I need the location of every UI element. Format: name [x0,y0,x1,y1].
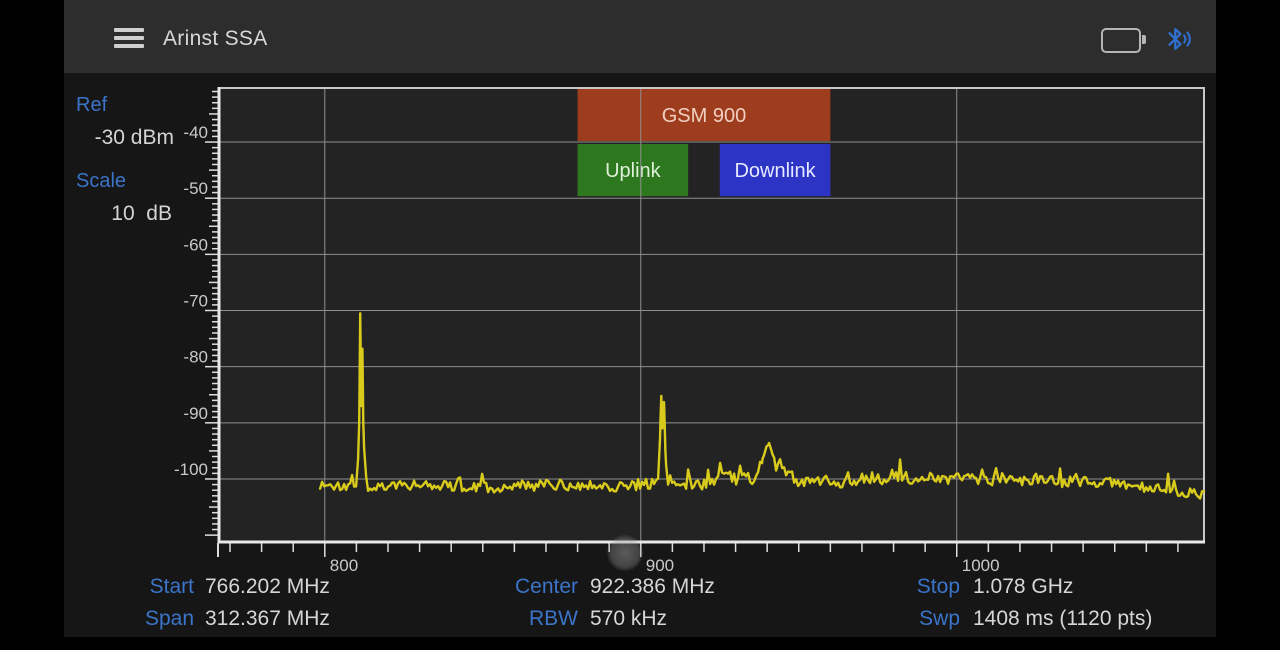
menu-bar [114,44,144,48]
battery-nub [1142,34,1146,44]
top-app-bar: Arinst SSA [64,0,1216,73]
spectrum-trace [318,312,1206,500]
y-tick-label: -100 [174,460,208,479]
y-tick-label: -90 [183,404,208,423]
center-label[interactable]: Center [514,575,578,598]
span-value[interactable]: 312.367 MHz [205,607,330,630]
app-title: Arinst SSA [163,27,268,50]
x-tick-label: 1000 [962,556,1000,575]
stop-label[interactable]: Stop [916,575,960,598]
y-tick-label: -80 [183,348,208,367]
ref-label[interactable]: Ref [76,94,108,116]
app-window: Arinst SSA Ref -30 dBm Scale 10 dB GSM 9… [64,0,1216,637]
span-label[interactable]: Span [144,607,194,630]
touch-ripple [607,535,643,571]
start-value[interactable]: 766.202 MHz [205,575,330,598]
y-tick-label: -70 [183,292,208,311]
x-tick-label: 800 [330,556,358,575]
center-value[interactable]: 922.386 MHz [590,575,715,598]
spectrum-plot[interactable]: GSM 900 Uplink Downlink -40 -50 -60 -70 -80 -90 -… [174,87,1206,575]
x-tick-label: 900 [646,556,674,575]
y-tick-label: -40 [183,123,208,142]
y-tick-label: -50 [183,179,208,198]
band-gsm900 [577,89,831,142]
band-downlink [719,144,831,197]
ref-value[interactable]: -30 dBm [94,126,174,149]
band-uplink [577,144,689,197]
start-label[interactable]: Start [149,575,194,598]
bluetooth-icon[interactable] [1162,24,1192,54]
scale-value[interactable]: 10 dB [111,202,172,225]
band-label-gsm900: GSM 900 [662,105,746,127]
hamburger-menu-icon[interactable] [110,22,148,52]
y-tick-label: -60 [183,235,208,254]
rbw-value[interactable]: 570 kHz [590,607,668,630]
battery-icon [1101,28,1146,53]
menu-bar [114,36,144,40]
band-label-downlink: Downlink [734,160,816,182]
swp-value[interactable]: 1408 ms (1120 pts) [973,607,1153,630]
rbw-label[interactable]: RBW [529,607,578,630]
menu-bar [114,28,144,32]
swp-label[interactable]: Swp [919,607,960,630]
band-label-uplink: Uplink [605,160,662,182]
scale-label[interactable]: Scale [76,170,127,192]
stop-value[interactable]: 1.078 GHz [973,575,1074,598]
